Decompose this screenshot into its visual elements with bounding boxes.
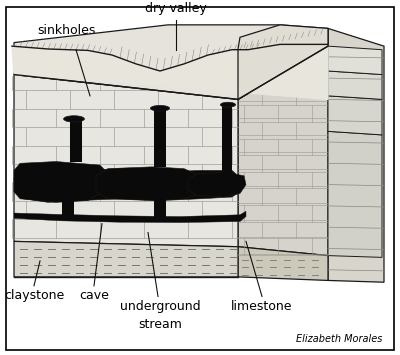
Polygon shape [14, 241, 238, 277]
Polygon shape [12, 44, 328, 99]
Ellipse shape [150, 105, 170, 111]
Polygon shape [188, 172, 246, 197]
FancyBboxPatch shape [6, 7, 394, 350]
Polygon shape [62, 192, 74, 217]
Polygon shape [96, 167, 200, 201]
Polygon shape [328, 46, 382, 75]
Polygon shape [154, 110, 166, 167]
Polygon shape [154, 199, 166, 217]
Text: stream: stream [138, 318, 182, 331]
Polygon shape [14, 75, 238, 247]
Polygon shape [14, 169, 240, 202]
Text: Elizabeth Morales: Elizabeth Morales [296, 334, 382, 344]
Ellipse shape [220, 102, 236, 107]
Polygon shape [14, 25, 328, 99]
Text: dry valley: dry valley [145, 2, 207, 15]
Text: sinkholes: sinkholes [37, 24, 95, 37]
Text: underground: underground [120, 300, 200, 313]
Polygon shape [328, 28, 384, 282]
Polygon shape [222, 105, 232, 174]
Text: claystone: claystone [4, 289, 64, 302]
Polygon shape [14, 162, 112, 202]
Ellipse shape [64, 116, 84, 122]
Polygon shape [328, 71, 382, 99]
Polygon shape [238, 247, 328, 280]
Polygon shape [328, 131, 382, 257]
Polygon shape [14, 211, 246, 223]
Text: cave: cave [79, 289, 109, 302]
Polygon shape [238, 46, 328, 256]
Polygon shape [70, 119, 82, 162]
Polygon shape [328, 96, 382, 135]
Text: limestone: limestone [231, 300, 293, 313]
Polygon shape [238, 25, 328, 99]
